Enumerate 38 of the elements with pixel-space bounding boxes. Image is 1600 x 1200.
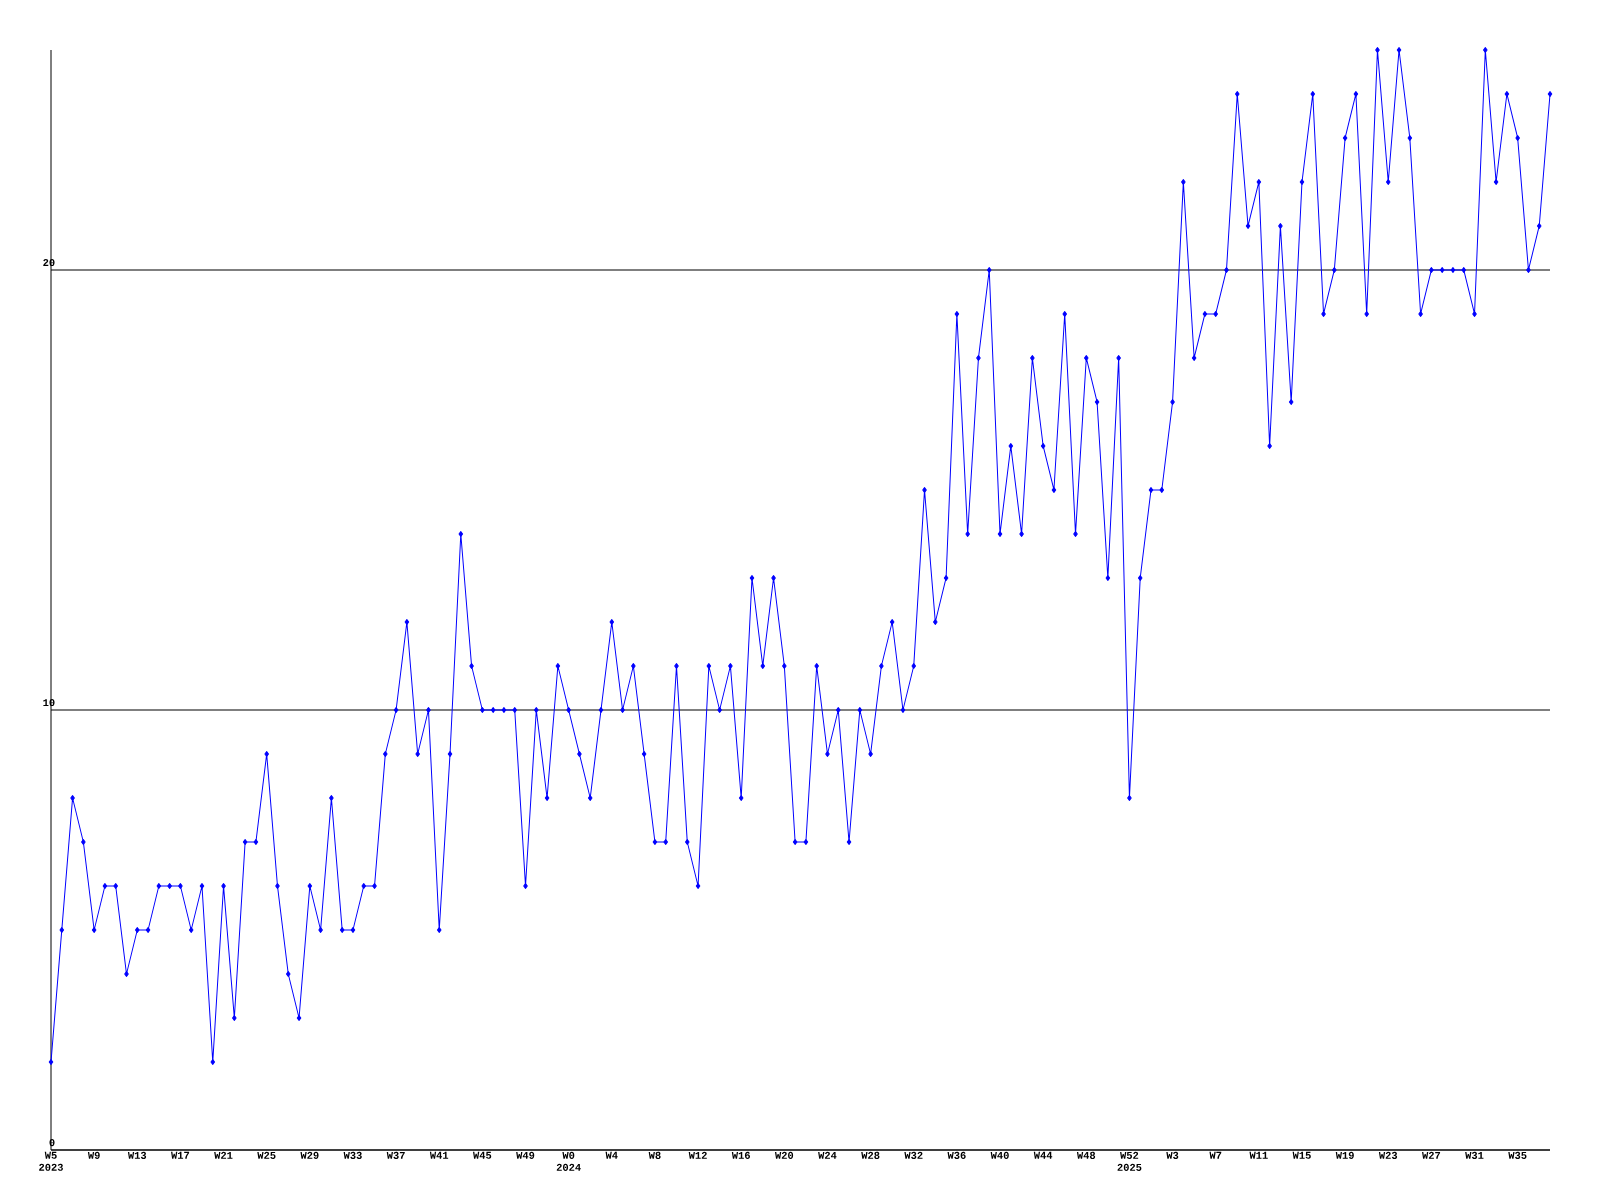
x-tick-label: W3 <box>1166 1151 1179 1159</box>
x-tick-label: W19 <box>1335 1151 1354 1159</box>
x-tick-label: W25 <box>257 1151 276 1159</box>
x-tick-label: W23 <box>1378 1151 1398 1159</box>
x-tick-label: W40 <box>990 1151 1009 1159</box>
x-tick-label: W32 <box>904 1151 923 1159</box>
x-tick-label: W24 <box>818 1151 837 1159</box>
x-tick-label: W15 <box>1292 1151 1311 1159</box>
y-tick-label: 10 <box>43 699 55 707</box>
x-tick-label: W52 2025 <box>1117 1151 1142 1171</box>
x-tick-label: W0 2024 <box>556 1151 581 1171</box>
x-tick-label: W36 <box>947 1151 966 1159</box>
x-tick-label: W31 <box>1465 1151 1484 1159</box>
x-tick-label: W12 <box>688 1151 707 1159</box>
x-tick-label: W35 <box>1508 1151 1527 1159</box>
x-tick-label: W28 <box>861 1151 880 1159</box>
x-tick-label: W49 <box>516 1151 535 1159</box>
x-tick-label: W44 <box>1033 1151 1053 1159</box>
x-tick-label: W33 <box>343 1151 362 1159</box>
x-tick-label: W5 2023 <box>39 1151 63 1171</box>
x-tick-label: W29 <box>300 1151 319 1159</box>
x-tick-label: W45 <box>473 1151 492 1159</box>
x-tick-label: W20 <box>774 1151 794 1159</box>
x-tick-label: W17 <box>171 1151 190 1159</box>
x-tick-label: W48 <box>1076 1151 1096 1159</box>
y-tick-label: 20 <box>43 259 55 267</box>
x-tick-label: W4 <box>605 1151 618 1159</box>
x-tick-label: W41 <box>429 1151 449 1159</box>
x-tick-label: W9 <box>87 1151 100 1159</box>
x-tick-label: W27 <box>1422 1151 1441 1159</box>
x-tick-label: W21 <box>214 1151 233 1159</box>
x-tick-label: W13 <box>127 1151 147 1159</box>
x-tick-label: W11 <box>1249 1151 1268 1159</box>
y-tick-label: 0 <box>49 1139 55 1147</box>
x-tick-label: W8 <box>648 1151 661 1159</box>
x-tick-label: W37 <box>386 1151 405 1159</box>
x-tick-label: W7 <box>1209 1151 1222 1159</box>
x-tick-label: W16 <box>731 1151 750 1159</box>
